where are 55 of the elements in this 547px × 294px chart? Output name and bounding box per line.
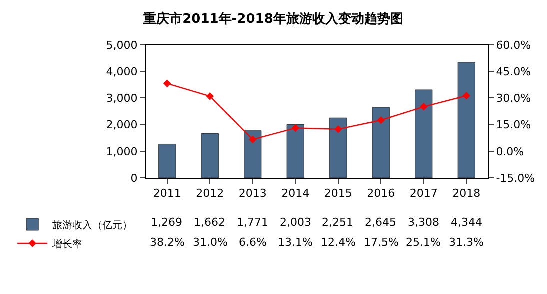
x-tick-label: 2012 <box>196 187 224 200</box>
x-tick-label: 2016 <box>367 187 396 200</box>
bar <box>158 144 176 178</box>
data-label: 2,251 <box>322 216 354 229</box>
y2-tick-label: 60.0% <box>496 38 532 52</box>
bar <box>286 124 304 178</box>
bar <box>201 134 219 178</box>
x-tick-label: 2017 <box>410 187 438 200</box>
data-label: 31.3% <box>449 236 484 249</box>
y-tick-label: 3,000 <box>106 92 138 106</box>
legend-label: 增长率 <box>52 238 83 250</box>
x-tick-label: 2014 <box>282 187 310 200</box>
point <box>248 136 257 144</box>
x-tick-label: 2011 <box>153 187 182 200</box>
data-label: 38.2% <box>150 236 185 249</box>
y-tick-label: 5,000 <box>106 38 138 52</box>
point <box>163 80 172 88</box>
y2-tick-label: 30.0% <box>496 92 532 106</box>
bar <box>330 118 348 178</box>
data-label: 1,771 <box>237 216 268 229</box>
x-tick-label: 2015 <box>324 187 352 200</box>
point <box>206 92 214 100</box>
data-label: 6.6% <box>239 236 267 249</box>
y-tick-label: 1,000 <box>106 145 138 158</box>
chart-title: 重庆市2011年-2018年旅游收入变动趋势图 <box>142 11 404 28</box>
data-label: 2,645 <box>365 216 396 229</box>
bar <box>458 62 476 178</box>
y-tick-label: 2,000 <box>106 118 138 132</box>
data-label: 1,269 <box>151 216 182 229</box>
y2-tick-label: 45.0% <box>496 65 532 78</box>
y-tick-label: 4,000 <box>106 65 138 78</box>
y-tick-label: 0 <box>130 172 138 185</box>
data-label: 17.5% <box>364 236 399 249</box>
legend-label: 旅游收入（亿元） <box>52 219 133 232</box>
y2-tick-label: 0.0% <box>496 145 524 158</box>
data-label: 31.0% <box>193 236 228 249</box>
point <box>292 124 300 132</box>
bar <box>244 130 262 178</box>
data-label: 25.1% <box>406 236 441 249</box>
data-label: 3,308 <box>408 216 440 229</box>
point <box>462 92 471 100</box>
point <box>420 102 428 111</box>
data-label: 4,344 <box>451 216 482 229</box>
y2-tick-label: 15.0% <box>496 118 532 132</box>
y2-tick-label: -15.0% <box>496 172 536 185</box>
data-label: 12.4% <box>321 236 356 249</box>
data-label: 13.1% <box>278 236 313 249</box>
data-label: 1,662 <box>194 216 226 229</box>
point <box>334 126 342 134</box>
point <box>377 116 386 124</box>
x-tick-label: 2013 <box>238 187 267 200</box>
bar <box>415 90 433 178</box>
x-tick-label: 2018 <box>452 187 481 200</box>
bar <box>372 107 390 178</box>
data-label: 2,003 <box>280 216 312 229</box>
